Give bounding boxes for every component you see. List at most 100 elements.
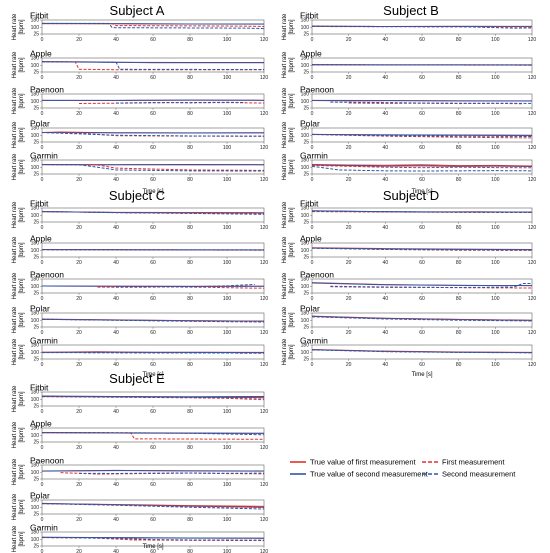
x-tick-label: 0 (41, 111, 44, 117)
y-tick-label: 180 (31, 498, 40, 504)
x-tick-label: 60 (150, 409, 156, 415)
plot-frame (311, 207, 533, 223)
y-axis-label: Heart rate (12, 51, 18, 78)
y-tick-label: 25 (303, 255, 309, 261)
series-true-second (311, 99, 532, 102)
y-tick-label: 180 (301, 311, 310, 317)
x-tick-label: 40 (113, 145, 119, 151)
x-tick-label: 0 (311, 260, 314, 266)
x-tick-label: 120 (260, 296, 269, 302)
device-label: Apple (300, 49, 322, 59)
y-axis-label: Heart rate (12, 153, 18, 180)
y-axis-label: Heart rate (12, 421, 18, 448)
series-meas-second (311, 25, 533, 29)
y-tick-label: 180 (31, 426, 40, 432)
y-axis-label: Heart rate (12, 306, 18, 333)
x-tick-label: 100 (223, 111, 232, 117)
x-tick-label: 120 (528, 75, 537, 81)
y-tick-label: 100 (301, 213, 310, 219)
x-tick-label: 100 (223, 225, 232, 231)
x-tick-label: 100 (491, 37, 500, 43)
device-label: Paenoon (30, 85, 64, 95)
device-label: Garmin (300, 336, 328, 346)
y-tick-label: 180 (31, 158, 40, 164)
x-tick-label: 80 (456, 260, 462, 266)
y-tick-label: 25 (303, 172, 309, 178)
x-tick-label: 20 (76, 111, 82, 117)
series-true-second (311, 133, 533, 136)
series-meas-second (41, 536, 265, 541)
y-tick-label: 180 (31, 241, 40, 247)
device-label: Paenoon (300, 270, 334, 280)
y-axis-unit: [bpm] (289, 242, 295, 257)
y-axis-unit: [bpm] (19, 207, 25, 222)
y-axis-label: Heart rate (12, 201, 18, 228)
y-axis-unit: [bpm] (19, 127, 25, 142)
x-tick-label: 120 (260, 177, 269, 183)
y-tick-label: 100 (31, 99, 40, 105)
series-true-first (311, 164, 533, 167)
y-axis-label: Heart rate (12, 87, 18, 114)
series-meas-second (41, 210, 265, 215)
series-meas-second (41, 61, 265, 71)
plot-frame (41, 93, 265, 109)
y-axis-unit: [bpm] (19, 344, 25, 359)
x-tick-label: 0 (41, 362, 44, 368)
x-tick-label: 120 (528, 296, 537, 302)
x-tick-label: 100 (223, 409, 232, 415)
legend: True value of first measurement First mea… (290, 458, 516, 479)
x-tick-label: 100 (223, 145, 232, 151)
x-tick-label: 120 (260, 37, 269, 43)
plot-frame (311, 127, 533, 143)
x-tick-label: 60 (419, 145, 425, 151)
x-tick-label: 120 (528, 37, 537, 43)
y-tick-label: 180 (31, 18, 40, 24)
x-tick-label: 60 (419, 225, 425, 231)
y-tick-label: 180 (301, 241, 310, 247)
x-tick-label: 0 (41, 330, 44, 336)
x-tick-label: 100 (491, 260, 500, 266)
x-tick-label: 20 (76, 517, 82, 523)
series-true-second (311, 315, 533, 321)
y-tick-label: 180 (301, 18, 310, 24)
subject-title: Subject A (110, 3, 165, 18)
plot-frame (41, 57, 265, 73)
device-label: Fitbit (30, 11, 49, 21)
y-axis-label: Heart rate (12, 272, 18, 299)
y-axis-unit: [bpm] (289, 19, 295, 34)
y-tick-label: 100 (31, 213, 40, 219)
y-tick-label: 100 (301, 25, 310, 31)
y-axis-unit: [bpm] (289, 57, 295, 72)
x-tick-label: 100 (223, 445, 232, 451)
y-axis-unit: [bpm] (289, 312, 295, 327)
series-meas-first (41, 432, 265, 440)
y-tick-label: 180 (31, 92, 40, 98)
y-tick-label: 25 (303, 220, 309, 226)
x-tick-label: 60 (419, 177, 425, 183)
x-tick-label: 60 (150, 296, 156, 302)
x-tick-label: 20 (346, 260, 352, 266)
y-tick-label: 100 (31, 397, 40, 403)
x-tick-label: 0 (41, 517, 44, 523)
x-tick-label: 40 (383, 75, 389, 81)
y-tick-label: 100 (31, 248, 40, 254)
device-label: Apple (30, 419, 52, 429)
x-tick-label: 80 (187, 177, 193, 183)
x-tick-label: 0 (41, 145, 44, 151)
x-tick-label: 80 (187, 517, 193, 523)
y-axis-label: Heart rate (282, 121, 288, 148)
series-meas-second (41, 395, 265, 399)
series-meas-second (330, 101, 533, 104)
x-tick-label: 60 (419, 111, 425, 117)
x-tick-label: 20 (346, 296, 352, 302)
y-axis-label: Heart rate (282, 236, 288, 263)
series-meas-first (41, 61, 264, 71)
x-tick-label: 80 (187, 482, 193, 488)
